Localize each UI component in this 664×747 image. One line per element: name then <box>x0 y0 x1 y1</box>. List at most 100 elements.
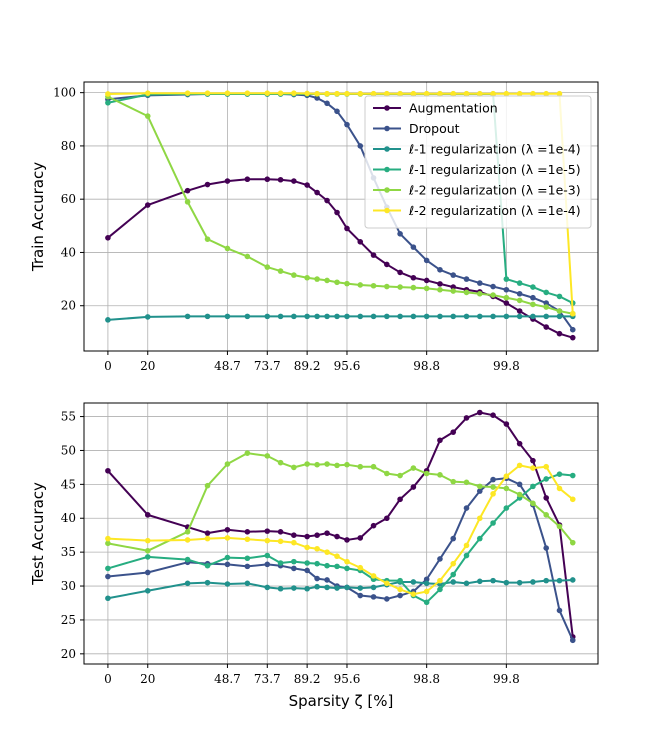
test-data-point <box>334 563 340 570</box>
legend-entry: ℓ-1 regularization (λ =1e-5) <box>373 162 581 177</box>
test-data-point <box>291 464 297 471</box>
train-data-point <box>503 286 510 293</box>
train-series-line <box>107 315 573 321</box>
test-data-point <box>244 555 251 562</box>
train-data-point <box>244 313 251 320</box>
test-data-point <box>437 472 443 478</box>
test-data-point <box>569 539 576 546</box>
train-data-point <box>204 181 211 188</box>
test-data-point <box>204 482 211 489</box>
test-data-point <box>344 461 350 468</box>
test-data-point <box>450 478 457 485</box>
test-data-point <box>543 577 550 584</box>
test-data-point <box>490 476 496 483</box>
test-data-point <box>304 560 310 566</box>
train-data-point <box>344 225 350 232</box>
train-data-point <box>450 288 457 294</box>
test-data-point <box>530 579 536 585</box>
legend-marker <box>384 105 390 111</box>
train-data-point <box>314 90 320 97</box>
test-data-point <box>334 553 340 560</box>
test-data-point <box>144 554 151 560</box>
legend-marker <box>384 187 390 193</box>
test-data-point <box>324 562 330 569</box>
test-data-point <box>423 470 430 477</box>
train-data-point <box>543 324 550 330</box>
test-data-point <box>224 535 231 541</box>
train-data-point <box>224 178 231 184</box>
train-data-point <box>204 90 211 96</box>
test-data-point <box>556 577 563 584</box>
train-x-tick-label: 98.8 <box>413 359 440 373</box>
train-data-point <box>144 202 151 208</box>
test-x-tick-label: 48.7 <box>214 672 241 686</box>
test-data-point <box>476 483 483 490</box>
test-data-point <box>490 412 496 419</box>
train-data-point <box>384 313 390 320</box>
test-data-point <box>304 567 310 574</box>
train-data-point <box>224 245 231 252</box>
test-data-point <box>543 545 550 551</box>
train-x-tick-label: 20 <box>140 359 155 373</box>
test-data-point <box>410 484 417 490</box>
train-data-point <box>384 261 390 268</box>
train-x-tick-label: 89.2 <box>294 359 321 373</box>
test-data-point <box>105 595 111 602</box>
test-data-point <box>277 538 284 545</box>
test-data-point <box>314 560 320 567</box>
legend-entry: Augmentation <box>373 101 498 116</box>
test-data-point <box>224 554 231 561</box>
train-data-point <box>291 272 297 278</box>
test-data-point <box>204 562 211 569</box>
test-x-tick-label: 0 <box>104 672 112 686</box>
legend-label: Augmentation <box>409 101 498 116</box>
test-data-point <box>204 579 211 586</box>
train-series-4 <box>105 93 576 317</box>
test-data-point <box>244 536 251 543</box>
test-data-point <box>144 587 151 594</box>
train-y-tick-label: 40 <box>61 245 76 259</box>
train-data-point <box>476 280 483 286</box>
test-y-tick-label: 40 <box>61 511 76 525</box>
test-data-point <box>490 520 496 526</box>
test-x-ticks: 0 20 48.7 73.7 89.2 95.6 98.8 99.8 <box>104 664 520 686</box>
train-series <box>105 90 576 341</box>
test-data-point <box>463 580 470 587</box>
train-y-axis-label: Train Accuracy <box>29 162 47 272</box>
train-data-point <box>144 314 151 320</box>
train-data-point <box>105 91 111 97</box>
test-series-line <box>107 578 573 600</box>
train-data-point <box>277 176 284 183</box>
legend-label: Dropout <box>409 121 460 136</box>
test-data-point <box>384 515 390 522</box>
train-data-point <box>244 176 251 183</box>
test-data-point <box>184 529 191 535</box>
test-data-point <box>277 529 284 535</box>
test-data-point <box>244 563 251 570</box>
test-y-tick-label: 20 <box>61 647 76 661</box>
train-data-point <box>334 209 340 216</box>
train-data-point <box>334 313 340 320</box>
train-data-point <box>370 313 377 320</box>
train-y-tick-label: 100 <box>53 86 76 100</box>
test-data-point <box>569 496 576 503</box>
test-data-point <box>476 515 483 522</box>
test-series-1 <box>105 475 576 644</box>
train-data-point <box>304 182 310 188</box>
train-data-point <box>556 293 563 300</box>
train-data-point <box>476 90 483 97</box>
test-data-point <box>397 577 403 584</box>
test-data-point <box>291 539 297 546</box>
test-data-point <box>490 484 496 490</box>
train-data-point <box>450 313 457 320</box>
test-data-point <box>357 463 364 470</box>
test-data-point <box>264 537 271 544</box>
test-y-tick-label: 30 <box>61 579 76 593</box>
train-data-point <box>530 284 536 290</box>
test-y-tick-label: 45 <box>61 477 76 491</box>
train-data-point <box>184 187 191 194</box>
train-data-point <box>357 282 364 288</box>
legend-entry: ℓ-1 regularization (λ =1e-4) <box>373 142 581 157</box>
train-data-point <box>397 90 403 97</box>
train-data-point <box>503 313 510 320</box>
